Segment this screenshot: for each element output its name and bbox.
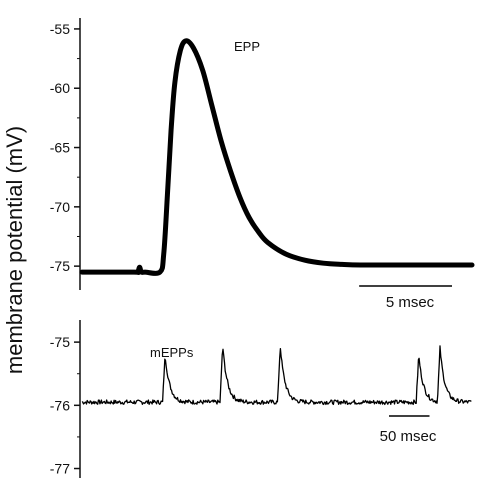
mepp-panel: -75 -76 -77 mEPPs 50 msec: [50, 320, 472, 478]
epp-y-ticks: -55 -60 -65 -70 -75: [50, 21, 80, 274]
mepp-trace: [81, 345, 472, 406]
mepp-y-tick-label: -77: [50, 461, 70, 477]
mepp-y-tick-label: -75: [50, 334, 70, 350]
epp-y-tick-label: -70: [50, 199, 70, 215]
epp-y-tick-label: -60: [50, 80, 70, 96]
mepp-y-ticks: -75 -76 -77: [50, 334, 80, 477]
mepp-y-tick-label: -76: [50, 397, 70, 413]
epp-trace: [79, 38, 475, 276]
y-axis-label: membrane potential (mV): [2, 126, 27, 374]
epp-y-tick-label: -55: [50, 21, 70, 37]
epp-panel: -55 -60 -65 -70 -75 EPP 5 msec: [50, 18, 475, 311]
epp-time-scale-label: 5 msec: [386, 294, 435, 311]
epp-y-tick-label: -65: [50, 140, 70, 156]
epp-annotation: EPP: [234, 39, 260, 54]
mepp-annotation: mEPPs: [150, 345, 194, 360]
epp-y-tick-label: -75: [50, 258, 70, 274]
mepp-time-scale-label: 50 msec: [380, 428, 437, 445]
